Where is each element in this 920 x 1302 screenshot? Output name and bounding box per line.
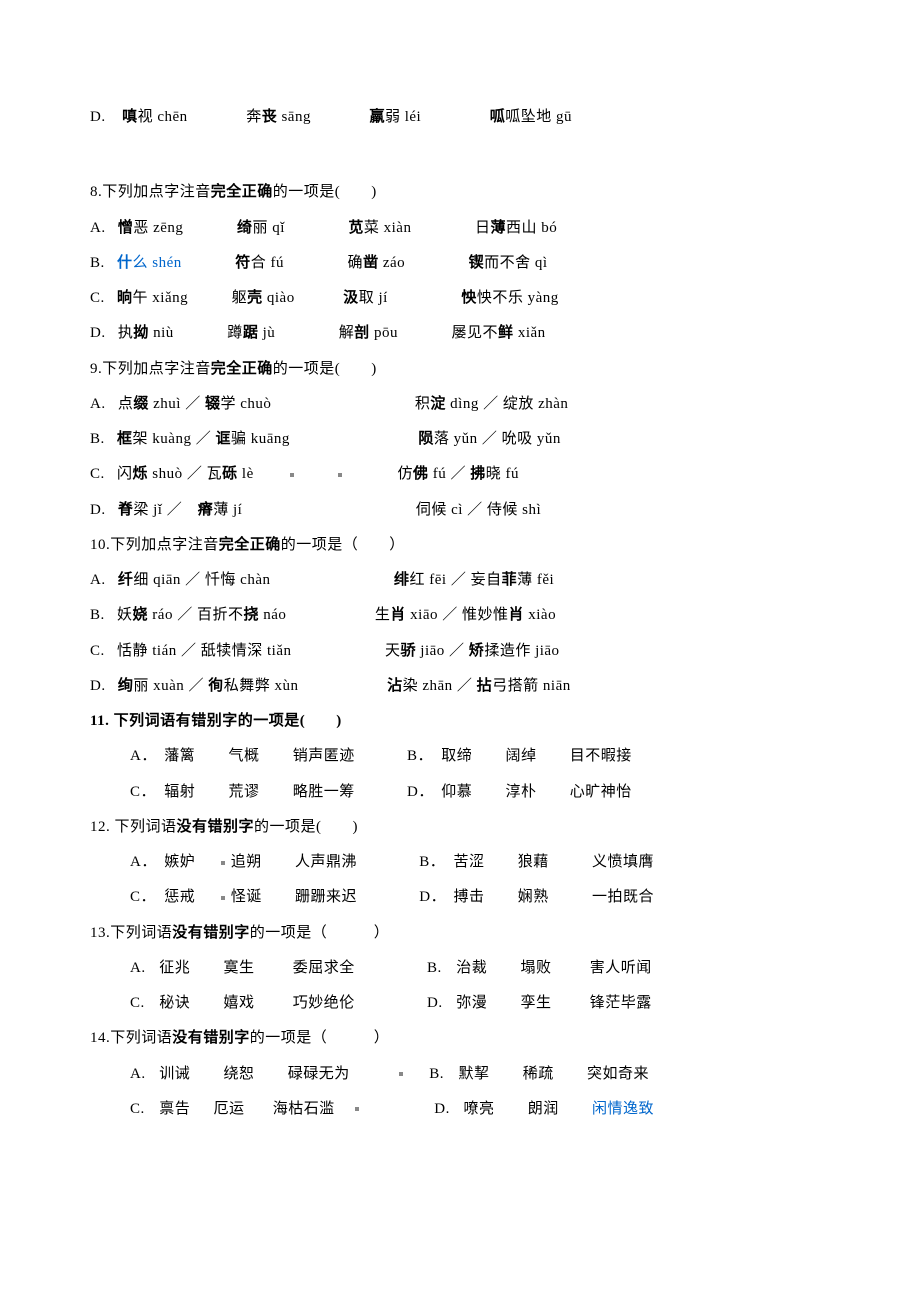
q9-a: A. 点缀 zhuì ／ 辍学 chuò 积淀 dìng ／ 绽放 zhàn bbox=[90, 387, 830, 422]
q12-stem: 12. 下列词语没有错别字的一项是( ) bbox=[90, 810, 830, 845]
q8-stem: 8.下列加点字注音完全正确的一项是( ) bbox=[90, 175, 830, 210]
document-page: D. 嗔视 chēn 奔丧 sāng 羸弱 léi 呱呱坠地 gū 8.下列加点… bbox=[0, 0, 920, 1187]
q13-cd: C. 秘诀 嬉戏 巧妙绝伦 D. 弥漫 孪生 锋茫毕露 bbox=[90, 986, 830, 1021]
prev-option-d: D. 嗔视 chēn 奔丧 sāng 羸弱 léi 呱呱坠地 gū bbox=[90, 100, 830, 135]
option-prefix: D. bbox=[90, 100, 106, 135]
char-bold: 丧 bbox=[262, 109, 278, 125]
q9-stem: 9.下列加点字注音完全正确的一项是( ) bbox=[90, 352, 830, 387]
q8-a: A. 憎恶 zēng 绮丽 qǐ 苋菜 xiàn 日薄西山 bó bbox=[90, 211, 830, 246]
option-prefix: C. bbox=[90, 281, 105, 316]
q8-c: C. 晌午 xiǎng 躯壳 qiào 汲取 jí 怏怏不乐 yàng bbox=[90, 281, 830, 316]
q11-ab: A． 藩篱 气概 销声匿迹 B． 取缔 阔绰 目不暇接 bbox=[90, 739, 830, 774]
q10-b: B. 妖娆 ráo ／ 百折不挠 náo 生肖 xiāo ／ 惟妙惟肖 xiào bbox=[90, 598, 830, 633]
reading: 呱坠地 gū bbox=[505, 109, 572, 125]
dot-icon bbox=[338, 473, 342, 477]
stem-text: 8.下列加点字注音 bbox=[90, 184, 211, 200]
reading: 视 chēn bbox=[138, 109, 188, 125]
q14-cd: C. 禀告 厄运 海枯石滥 D. 嘹亮 朗润 闲情逸致 bbox=[90, 1092, 830, 1127]
reading: sāng bbox=[277, 109, 311, 125]
q10-stem: 10.下列加点字注音完全正确的一项是（ ） bbox=[90, 528, 830, 563]
stem-bold: 完全正确 bbox=[211, 184, 273, 200]
q9-c: C. 闪烁 shuò ／ 瓦砾 lè 仿佛 fú ／ 拂晓 fú bbox=[90, 457, 830, 492]
char-bold: 羸 bbox=[369, 109, 385, 125]
q10-c: C. 恬静 tián ／ 舐犊情深 tiǎn 天骄 jiāo ／ 矫揉造作 ji… bbox=[90, 634, 830, 669]
dot-icon bbox=[221, 861, 225, 865]
q11-cd: C． 辐射 荒谬 略胜一筹 D． 仰慕 淳朴 心旷神怡 bbox=[90, 775, 830, 810]
option-prefix: D. bbox=[90, 316, 106, 351]
dot-icon bbox=[290, 473, 294, 477]
q13-ab: A. 征兆 寞生 委屈求全 B. 治裁 塌败 害人听闻 bbox=[90, 951, 830, 986]
q13-stem: 13.下列词语没有错别字的一项是（ ） bbox=[90, 916, 830, 951]
q12-ab: A． 嫉妒 追朔 人声鼎沸 B． 苦涩 狼藉 义愤填膺 bbox=[90, 845, 830, 880]
q8-d: D. 执拗 niù 蹲踞 jù 解剖 pōu 屡见不鲜 xiǎn bbox=[90, 316, 830, 351]
q10-d: D. 绚丽 xuàn ／ 徇私舞弊 xùn 沾染 zhān ／ 拈弓搭箭 niā… bbox=[90, 669, 830, 704]
q8-b: B. 什么 shén 符合 fú 确凿 záo 锲而不舍 qì bbox=[90, 246, 830, 281]
stem-tail: 的一项是( ) bbox=[273, 184, 377, 200]
dot-icon bbox=[399, 1072, 403, 1076]
option-prefix: A. bbox=[90, 211, 106, 246]
q12-cd: C． 惩戒 怪诞 跚跚来迟 D． 搏击 娴熟 一拍既合 bbox=[90, 880, 830, 915]
q9-d: D. 脊梁 jǐ ／ 瘠薄 jí 伺候 cì ／ 侍候 shì bbox=[90, 493, 830, 528]
dot-icon bbox=[355, 1107, 359, 1111]
char-bold: 嗔 bbox=[122, 109, 138, 125]
option-prefix: B. bbox=[90, 246, 105, 281]
dot-icon bbox=[221, 896, 225, 900]
char-bold: 呱 bbox=[490, 109, 506, 125]
q14-stem: 14.下列词语没有错别字的一项是（ ） bbox=[90, 1021, 830, 1056]
reading: 弱 léi bbox=[385, 109, 421, 125]
q14-ab: A. 训诫 绕恕 碌碌无为 B. 默挈 稀疏 突如奇来 bbox=[90, 1057, 830, 1092]
q11-stem: 11. 下列词语有错别字的一项是( ) bbox=[90, 704, 830, 739]
char: 奔 bbox=[246, 109, 262, 125]
q10-a: A. 纤细 qiān ／ 忏悔 chàn 绯红 fēi ／ 妄自菲薄 fěi bbox=[90, 563, 830, 598]
q9-b: B. 框架 kuàng ／ 诓骗 kuāng 陨落 yǔn ／ 吮吸 yǔn bbox=[90, 422, 830, 457]
